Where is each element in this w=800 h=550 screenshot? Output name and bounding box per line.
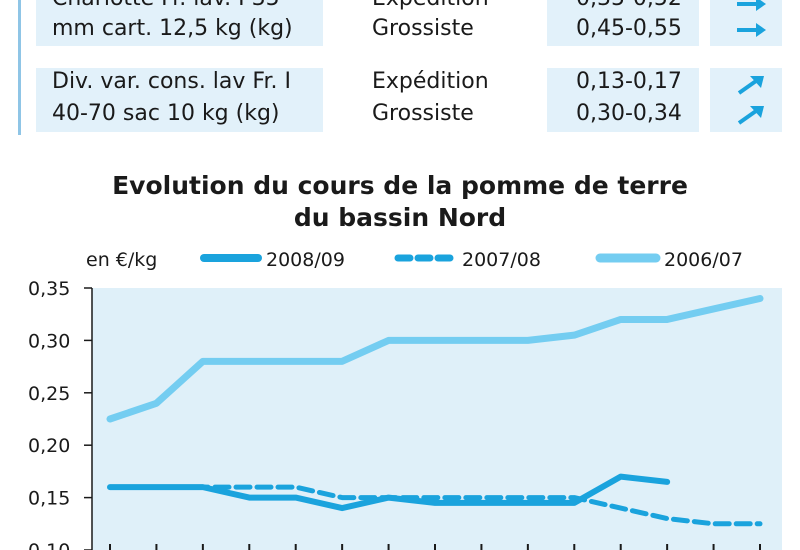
table-left-rule bbox=[18, 0, 21, 135]
arrow-right-icon bbox=[737, 23, 766, 37]
y-tick-label: 0,10 bbox=[28, 540, 70, 550]
product-name: Charlotte Fr. lav. I 35 bbox=[52, 0, 280, 12]
y-tick-label: 0,35 bbox=[28, 278, 70, 300]
series-line-2006-07 bbox=[106, 294, 764, 423]
market-label: Expédition bbox=[372, 0, 489, 12]
chart-title-line-1: Evolution du cours de la pomme de terre bbox=[112, 171, 688, 200]
trend-cell-bg-1 bbox=[710, 0, 782, 46]
product-cell-bg-2 bbox=[36, 68, 323, 132]
y-tick-label: 0,20 bbox=[28, 435, 70, 457]
arrow-up-right-icon bbox=[737, 76, 764, 95]
price-cell-bg-1 bbox=[547, 0, 699, 46]
market-label: Expédition bbox=[372, 69, 489, 94]
y-tick-label: 0,30 bbox=[28, 330, 70, 352]
product-name: mm cart. 12,5 kg (kg) bbox=[52, 16, 293, 41]
unit-label: en €/kg bbox=[86, 249, 157, 271]
price-range: 0,13-0,17 bbox=[576, 69, 682, 94]
legend-label-2007-08: 2007/08 bbox=[462, 249, 541, 271]
product-name: 40-70 sac 10 kg (kg) bbox=[52, 101, 280, 126]
arrow-up-right-icon bbox=[737, 106, 764, 125]
price-cell-bg-2 bbox=[547, 68, 699, 132]
plot-area bbox=[92, 288, 782, 550]
market-label: Grossiste bbox=[372, 16, 474, 41]
product-cell-bg-1 bbox=[36, 0, 323, 46]
price-range: 0,30-0,34 bbox=[576, 101, 682, 126]
trend-cell-bg-2 bbox=[710, 68, 782, 132]
x-axis-ticks bbox=[109, 544, 761, 550]
series-line-2008-09 bbox=[107, 473, 671, 512]
product-name: Div. var. cons. lav Fr. I bbox=[52, 69, 291, 94]
market-label: Grossiste bbox=[372, 101, 474, 126]
series-line-2007-08 bbox=[107, 484, 763, 527]
chart-title-line-2: du bassin Nord bbox=[293, 203, 507, 232]
arrow-right-icon bbox=[737, 0, 766, 11]
series-lines bbox=[106, 294, 764, 527]
price-range: 0,45-0,55 bbox=[576, 16, 682, 41]
price-table: Charlotte Fr. lav. I 35 Expédition 0,35-… bbox=[0, 0, 800, 145]
y-axis-ticks: 0,35 0,30 0,25 0,20 0,15 0,10 bbox=[28, 278, 92, 550]
price-range: 0,35-0,52 bbox=[576, 0, 682, 12]
legend-label-2006-07: 2006/07 bbox=[664, 249, 743, 271]
y-tick-label: 0,15 bbox=[28, 488, 70, 510]
legend-label-2008-09: 2008/09 bbox=[266, 249, 345, 271]
y-tick-label: 0,25 bbox=[28, 383, 70, 405]
